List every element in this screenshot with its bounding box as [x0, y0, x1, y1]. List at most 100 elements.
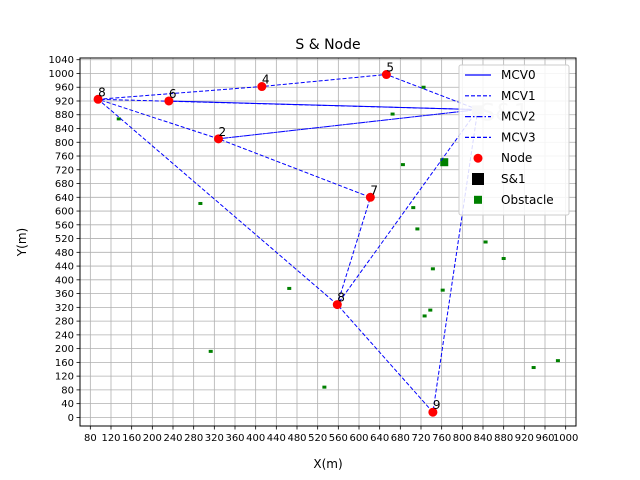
x-tick-label: 240: [163, 433, 182, 444]
x-tick-label: 760: [432, 433, 451, 444]
node-label: 8: [337, 291, 345, 305]
y-tick-label: 360: [55, 289, 74, 300]
y-tick-label: 680: [55, 179, 74, 190]
obstacle-marker: [483, 240, 488, 244]
x-tick-label: 480: [287, 433, 306, 444]
legend-handle-node: [473, 153, 483, 163]
node-label: 7: [370, 183, 378, 197]
legend-label: Node: [501, 151, 532, 165]
y-tick-label: 920: [55, 96, 74, 107]
x-tick-label: 800: [453, 433, 472, 444]
x-tick-label: 1000: [553, 433, 578, 444]
x-axis-ticks: 80 120 160 200 240 280 320 360 400 440 480 520 560 60…: [84, 426, 578, 444]
obstacle-marker: [440, 288, 445, 292]
node-marker: [213, 134, 223, 144]
legend: MCV0 MCV1 MCV2 MCV3 Node S&1 Obstacle: [458, 64, 570, 216]
y-tick-label: 560: [55, 220, 74, 231]
node-marker: [257, 82, 267, 92]
obstacle-marker: [531, 366, 536, 370]
node-label: 8: [98, 85, 106, 99]
legend-label: MCV3: [501, 130, 536, 144]
obstacle-marker: [400, 163, 405, 167]
y-tick-label: 80: [61, 385, 74, 396]
x-tick-label: 400: [246, 433, 265, 444]
node-label: 5: [386, 61, 394, 75]
x-tick-label: 600: [349, 433, 368, 444]
node-marker: [365, 192, 375, 202]
x-tick-label: 880: [494, 433, 513, 444]
obstacle-marker-large: [440, 158, 449, 167]
y-tick-label: 120: [55, 372, 74, 383]
obstacle-marker: [430, 267, 435, 271]
obstacle-marker: [555, 359, 560, 363]
y-tick-label: 40: [61, 399, 74, 410]
obstacle-marker: [415, 227, 420, 231]
y-tick-label: 1040: [49, 55, 74, 66]
node-marker: [164, 96, 174, 106]
y-tick-label: 720: [55, 165, 74, 176]
x-axis-label: X(m): [313, 457, 342, 471]
obstacle-marker: [390, 112, 395, 116]
x-tick-label: 280: [184, 433, 203, 444]
x-tick-label: 80: [84, 433, 97, 444]
x-tick-label: 440: [267, 433, 286, 444]
node-marker: [332, 300, 342, 310]
x-tick-label: 360: [225, 433, 244, 444]
y-tick-label: 960: [55, 83, 74, 94]
obstacle-marker: [411, 206, 416, 210]
x-tick-label: 840: [473, 433, 492, 444]
x-tick-label: 720: [411, 433, 430, 444]
obstacle-marker: [322, 385, 327, 389]
y-tick-label: 760: [55, 152, 74, 163]
legend-label: MCV2: [501, 110, 536, 124]
obstacle-marker: [428, 308, 433, 312]
x-tick-label: 640: [370, 433, 389, 444]
y-tick-label: 640: [55, 193, 74, 204]
node-label: 6: [169, 87, 177, 101]
node-label: 2: [218, 125, 226, 139]
y-tick-label: 200: [55, 344, 74, 355]
obstacles: [116, 85, 560, 389]
axes-frame: [79, 57, 577, 427]
x-tick-label: 920: [515, 433, 534, 444]
y-tick-label: 440: [55, 262, 74, 273]
node-marker: [428, 407, 438, 417]
obstacle-marker: [198, 201, 203, 205]
legend-handle-station: [472, 173, 484, 185]
y-tick-label: 240: [55, 330, 74, 341]
y-tick-label: 480: [55, 248, 74, 259]
x-tick-label: 560: [329, 433, 348, 444]
y-tick-label: 280: [55, 317, 74, 328]
node-label: 4: [262, 73, 270, 87]
x-tick-label: 160: [122, 433, 141, 444]
node-label: 9: [433, 398, 441, 412]
y-tick-label: 520: [55, 234, 74, 245]
x-tick-label: 320: [205, 433, 224, 444]
obstacle-marker: [116, 117, 121, 121]
y-tick-label: 400: [55, 275, 74, 286]
x-tick-label: 680: [391, 433, 410, 444]
legend-label: S&1: [501, 172, 526, 186]
y-tick-label: 1000: [49, 69, 74, 80]
legend-box: [458, 64, 570, 216]
legend-label: MCV1: [501, 89, 536, 103]
series-line-mcv2: [218, 109, 478, 140]
series-line-mcv3: [97, 98, 479, 414]
obstacle-marker: [421, 85, 426, 89]
obstacle-marker: [422, 314, 427, 318]
node-marker: [93, 94, 103, 104]
y-tick-label: 600: [55, 207, 74, 218]
y-tick-label: 840: [55, 124, 74, 135]
x-tick-label: 120: [101, 433, 120, 444]
y-tick-label: 320: [55, 303, 74, 314]
y-axis-ticks: 0 40 80 120 160 200 240 280 320 360 400 440 480 520 56…: [49, 55, 80, 424]
legend-handle-obstacle: [474, 195, 482, 204]
x-tick-label: 520: [308, 433, 327, 444]
node-marker: [381, 70, 391, 80]
y-tick-label: 800: [55, 138, 74, 149]
legend-label: Obstacle: [501, 193, 554, 207]
y-tick-label: 160: [55, 358, 74, 369]
obstacle-marker: [208, 349, 213, 353]
y-tick-label: 0: [68, 413, 74, 424]
